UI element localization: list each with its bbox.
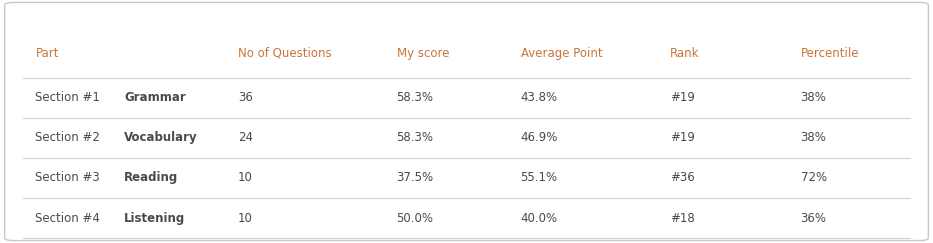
Text: 58.3%: 58.3% xyxy=(397,131,434,144)
Text: 10: 10 xyxy=(238,212,253,225)
Text: 72%: 72% xyxy=(801,172,827,184)
Text: Percentile: Percentile xyxy=(801,47,859,60)
Text: 55.1%: 55.1% xyxy=(521,172,558,184)
Text: 36: 36 xyxy=(238,91,253,104)
Text: #19: #19 xyxy=(670,91,695,104)
Text: My score: My score xyxy=(397,47,449,60)
Text: #19: #19 xyxy=(670,131,695,144)
Text: 38%: 38% xyxy=(801,131,827,144)
Text: Reading: Reading xyxy=(124,172,178,184)
Text: 58.3%: 58.3% xyxy=(397,91,434,104)
Text: 40.0%: 40.0% xyxy=(521,212,558,225)
Text: Section #2: Section #2 xyxy=(35,131,104,144)
Text: #18: #18 xyxy=(670,212,695,225)
Text: Section #3: Section #3 xyxy=(35,172,104,184)
Text: Grammar: Grammar xyxy=(124,91,186,104)
FancyBboxPatch shape xyxy=(5,2,928,241)
Text: 24: 24 xyxy=(238,131,253,144)
Text: Vocabulary: Vocabulary xyxy=(124,131,198,144)
Text: 43.8%: 43.8% xyxy=(521,91,558,104)
Text: 36%: 36% xyxy=(801,212,827,225)
Text: Section #4: Section #4 xyxy=(35,212,104,225)
Text: No of Questions: No of Questions xyxy=(238,47,331,60)
Text: 38%: 38% xyxy=(801,91,827,104)
Text: #36: #36 xyxy=(670,172,695,184)
Text: 46.9%: 46.9% xyxy=(521,131,558,144)
Text: 10: 10 xyxy=(238,172,253,184)
Text: 50.0%: 50.0% xyxy=(397,212,434,225)
Text: Rank: Rank xyxy=(670,47,700,60)
Text: Average Point: Average Point xyxy=(521,47,602,60)
Text: Part: Part xyxy=(35,47,59,60)
Text: Section #1: Section #1 xyxy=(35,91,104,104)
Text: 37.5%: 37.5% xyxy=(397,172,434,184)
Text: Listening: Listening xyxy=(124,212,186,225)
